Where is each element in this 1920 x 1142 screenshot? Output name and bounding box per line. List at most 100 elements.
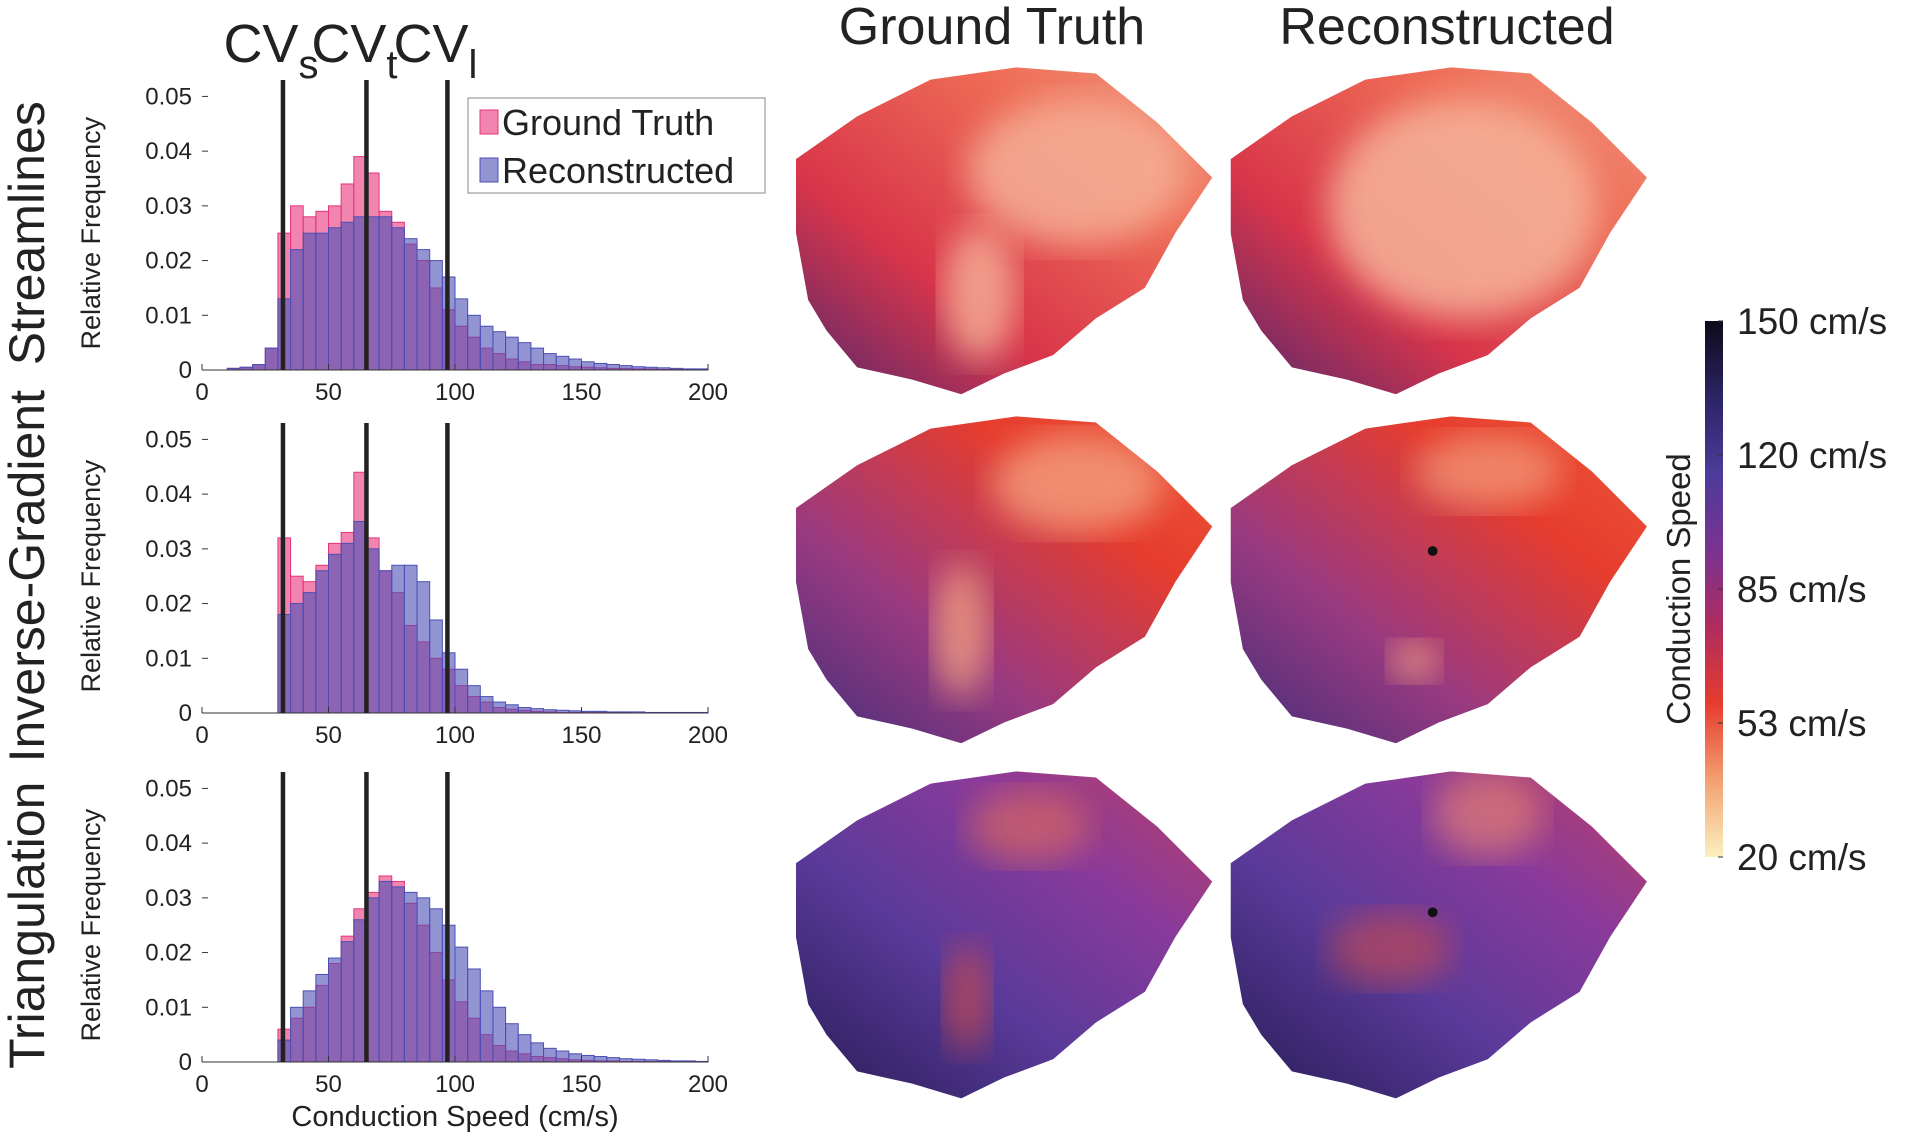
colorbar-tick-label: 53 cm/s [1737,703,1867,744]
y-tick-label: 0 [179,1049,192,1076]
heart-map [1230,416,1647,744]
histogram-bar [416,897,431,1063]
legend-label: Ground Truth [502,102,714,143]
histogram-bar [252,364,266,371]
label-subscript: l [468,43,477,87]
histogram-bar [454,668,469,714]
histogram-bar [315,973,330,1063]
histogram: Triangulation Relative Frequency Conductio… [0,772,728,1133]
legend-swatch [479,157,499,183]
label-subscript: t [386,43,397,87]
y-tick-label: 0 [179,357,192,384]
histogram-bar [302,232,317,371]
histogram-bar [568,358,582,371]
histogram-bar [467,314,481,371]
heart-map [795,67,1213,395]
row-label: Inverse-Gradient [0,390,55,762]
histogram-bar [593,1056,608,1063]
x-tick-label: 50 [315,379,342,406]
y-tick-label: 0.05 [145,775,192,802]
histogram-bar [391,886,405,1063]
histogram-bar [454,298,469,371]
histogram-bar [378,880,393,1063]
histogram-bar [467,685,481,714]
y-tick-label: 0.04 [145,138,192,165]
y-tick-label: 0.01 [145,645,192,672]
row-label: Streamlines [0,101,55,365]
histogram-bar [505,704,519,714]
label-text: CV [223,14,298,74]
histogram-bar [264,347,279,371]
histogram-bar [328,227,342,371]
histogram-bar [568,1053,582,1063]
histogram-bar [315,232,330,371]
y-tick-label: 0.04 [145,481,192,508]
x-axis-label: Conduction Speed (cm/s) [291,1101,618,1133]
histogram: Inverse-Gradient Relative Frequency 0 0.01 0… [0,390,728,762]
label-text: CV [311,14,386,74]
histogram-bar [555,355,570,371]
histogram-bar [290,603,304,714]
legend-swatch [479,109,499,135]
heart-maps [795,67,1647,1099]
heart-map [795,771,1213,1099]
y-tick-label: 0 [179,700,192,727]
colorbar-tick-label: 120 cm/s [1737,435,1887,476]
x-tick-label: 100 [435,1071,475,1098]
histogram-bar [618,365,633,371]
x-tick-label: 100 [435,379,475,406]
x-tick-label: 150 [561,722,601,749]
histogram-bar [479,696,494,714]
histogram-bar [340,941,355,1063]
histogram-bar [517,342,532,371]
histogram-bar [454,946,469,1063]
y-tick-label: 0.03 [145,536,192,563]
heart-map [1230,67,1647,395]
x-tick-label: 200 [688,1071,728,1098]
histogram-bar [391,564,405,714]
histogram-bar [581,1054,595,1063]
histogram-bar [391,227,405,371]
histogram-bar [328,553,342,714]
y-tick-label: 0.05 [145,83,192,110]
x-tick-label: 0 [195,379,208,406]
colorbar-label: Conduction Speed [1660,453,1697,725]
histogram-bar [403,891,418,1063]
y-tick-label: 0.03 [145,885,192,912]
histogram-bar [492,1006,507,1063]
histogram-bar [467,968,481,1063]
histogram-bar [492,331,507,371]
histogram-bar [543,353,557,371]
histogram-bar [606,1057,620,1063]
colorbar-tick-label: 150 cm/s [1737,301,1887,342]
histogram-bar [340,542,355,714]
x-tick-label: 50 [315,1071,342,1098]
legend-box [467,97,766,194]
colorbar-tick-label: 20 cm/s [1737,837,1867,878]
y-axis-label: Relative Frequency [76,459,106,692]
x-tick-label: 150 [561,1071,601,1098]
histogram-bar [416,581,431,714]
colorbar: 20 cm/s 53 cm/s 85 cm/s 120 cm/s 150 cm/s Con… [1660,301,1887,878]
reference-line-label: CVt [311,14,397,87]
histogram-bar [429,619,443,714]
y-axis-label: Relative Frequency [76,808,106,1041]
histogram-bar [429,908,443,1063]
legend: Ground Truth Reconstructed [467,97,766,194]
panel-title: Ground Truth [839,0,1145,56]
x-tick-label: 100 [435,722,475,749]
colorbar-tick-label: 85 cm/s [1737,569,1867,610]
y-tick-label: 0.02 [145,591,192,618]
y-tick-label: 0.01 [145,994,192,1021]
legend-label: Reconstructed [502,150,734,191]
label-subscript: s [298,43,318,87]
histogram: Streamlines Relative Frequency 0 0.01 0.02 0.… [0,14,766,406]
histogram-bar [593,362,608,371]
heart-map [1230,771,1647,1099]
histogram-bar [530,347,545,371]
histogram-bar [378,570,393,714]
x-tick-label: 200 [688,722,728,749]
histogram-bar [505,336,519,371]
histogram-bar [530,1042,545,1063]
